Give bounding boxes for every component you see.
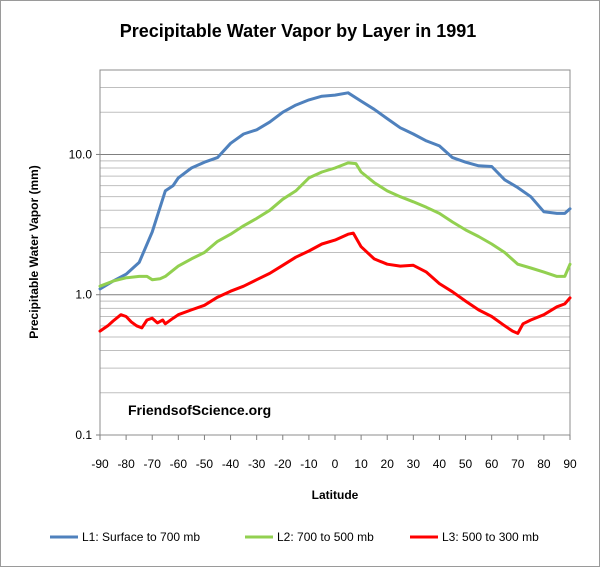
x-tick-label: 30 xyxy=(407,457,421,471)
series-line-L2 xyxy=(98,161,572,288)
legend-entry-L2: L2: 700 to 500 mb xyxy=(277,530,374,544)
x-tick-label: -50 xyxy=(196,457,214,471)
x-tick-label: 70 xyxy=(511,457,525,471)
watermark-annotation: FriendsofScience.org xyxy=(128,402,271,418)
legend: L1: Surface to 700 mb L2: 700 to 500 mb L3… xyxy=(50,530,539,544)
legend-entry-L1: L1: Surface to 700 mb xyxy=(82,530,200,544)
y-axis-label: Precipitable Water Vapor (mm) xyxy=(27,165,41,339)
x-tick-label: -40 xyxy=(222,457,240,471)
x-tick-label: 80 xyxy=(537,457,551,471)
series-line-L3 xyxy=(98,231,572,335)
x-tick-label: -20 xyxy=(274,457,292,471)
x-tick-label: 20 xyxy=(381,457,395,471)
y-tick-label: 10.0 xyxy=(69,147,93,161)
legend-entry-L3: L3: 500 to 300 mb xyxy=(442,530,539,544)
x-tick-label: 10 xyxy=(354,457,368,471)
x-tick-label: 40 xyxy=(433,457,447,471)
gridlines xyxy=(100,69,570,436)
y-axis-ticks: 0.1 1.0 10.0 xyxy=(69,147,100,442)
x-axis-ticks: -90 -80 -70 -60 -50 -40 -30 -20 -10 0 10 20 30 40 50 60… xyxy=(91,435,577,471)
y-tick-label: 1.0 xyxy=(75,288,92,302)
x-tick-label: -90 xyxy=(91,457,109,471)
x-tick-label: 90 xyxy=(563,457,577,471)
x-tick-label: 50 xyxy=(459,457,473,471)
x-axis-label: Latitude xyxy=(312,488,359,502)
y-tick-label: 0.1 xyxy=(75,428,92,442)
x-tick-label: -60 xyxy=(170,457,188,471)
series-line-L1 xyxy=(98,91,572,291)
series-lines xyxy=(98,91,572,335)
x-tick-label: -70 xyxy=(144,457,162,471)
x-tick-label: -10 xyxy=(300,457,318,471)
x-tick-label: -30 xyxy=(248,457,266,471)
x-tick-label: 60 xyxy=(485,457,499,471)
x-tick-label: 0 xyxy=(332,457,339,471)
chart-title: Precipitable Water Vapor by Layer in 199… xyxy=(120,21,476,41)
x-tick-label: -80 xyxy=(117,457,135,471)
